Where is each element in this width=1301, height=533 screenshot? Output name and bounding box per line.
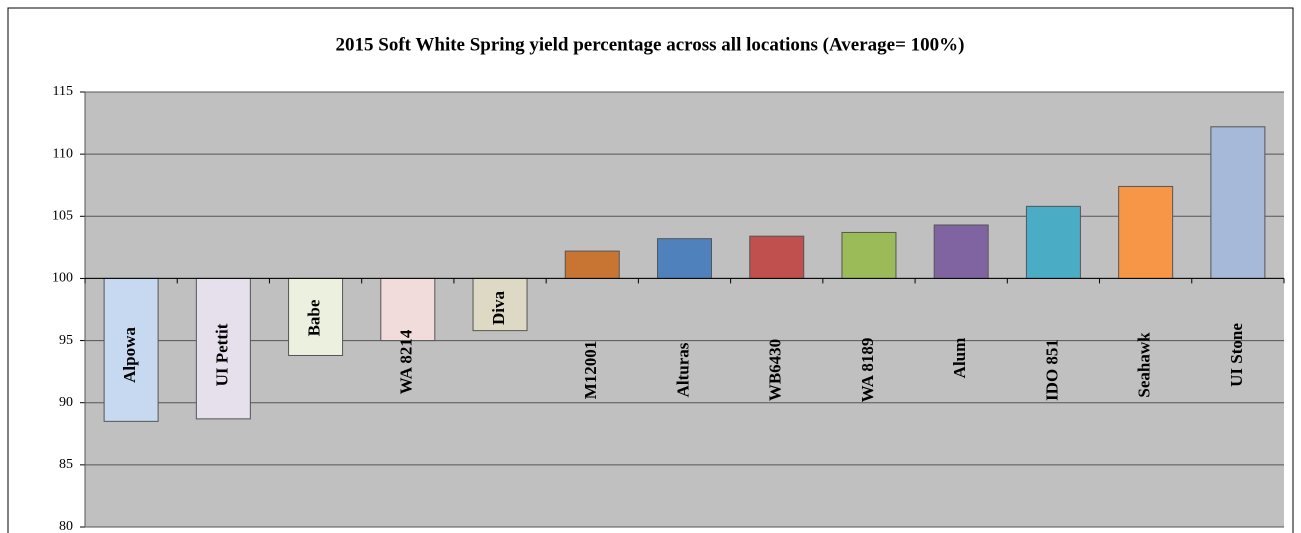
bar	[749, 235, 805, 279]
x-tick-label: WA 8189	[858, 338, 877, 403]
y-tick-label: 115	[53, 84, 73, 99]
bar	[841, 231, 897, 279]
x-tick-label: Babe	[304, 299, 323, 336]
y-tick-label: 105	[52, 209, 73, 224]
bar	[657, 238, 712, 279]
bar	[103, 277, 159, 422]
y-tick-label: 110	[53, 146, 73, 161]
bar	[933, 224, 989, 279]
x-tick-label: UI Stone	[1227, 323, 1246, 387]
x-tick-label: UI Pettit	[212, 323, 231, 386]
x-tick-label: Diva	[489, 291, 508, 326]
bar	[1210, 126, 1266, 279]
x-tick-label: WB6430	[766, 339, 785, 401]
bar	[1025, 205, 1081, 279]
y-tick-label: 100	[52, 271, 73, 286]
x-tick-label: Alpowa	[120, 327, 139, 383]
bar	[195, 277, 251, 420]
y-tick-label: 85	[59, 457, 73, 472]
x-tick-label: Alum	[950, 338, 969, 379]
y-tick-label: 90	[59, 395, 73, 410]
bar	[564, 250, 620, 279]
x-tick-label: M12001	[581, 341, 600, 400]
bar	[472, 277, 528, 332]
bar	[1118, 185, 1174, 279]
x-tick-label: WA 8214	[397, 329, 416, 394]
chart-title: 2015 Soft White Spring yield percentage …	[336, 34, 965, 55]
x-tick-label: IDO 851	[1042, 339, 1061, 401]
plot-area	[85, 92, 1284, 527]
y-tick-label: 95	[59, 333, 73, 348]
y-tick-label: 80	[59, 519, 73, 533]
x-tick-label: Alturas	[673, 342, 692, 397]
x-tick-label: Seahawk	[1135, 332, 1154, 398]
